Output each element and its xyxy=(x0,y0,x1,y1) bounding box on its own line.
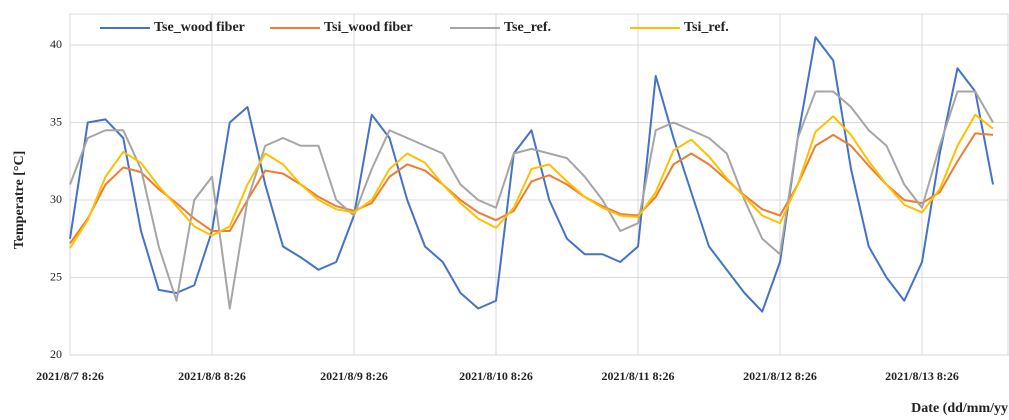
series-line xyxy=(69,113,994,249)
x-tick-label: 2021/8/10 8:26 xyxy=(459,369,533,383)
legend-label: Tsi_wood fiber xyxy=(324,20,413,35)
legend-label: Tsi_ref. xyxy=(684,20,729,35)
y-tick-label: 30 xyxy=(50,192,62,206)
x-tick-label: 2021/8/9 8:26 xyxy=(320,369,388,383)
plot-border xyxy=(69,13,1009,356)
x-tick-label: 2021/8/11 8:26 xyxy=(601,369,674,383)
x-tick-label: 2021/8/12 8:26 xyxy=(743,369,817,383)
y-tick-label: 35 xyxy=(50,114,62,128)
y-tick-label: 40 xyxy=(50,37,62,51)
series-line xyxy=(69,132,994,244)
y-tick-label: 20 xyxy=(50,347,62,361)
y-tick-label: 25 xyxy=(50,269,62,283)
x-tick-label: 2021/8/8 8:26 xyxy=(178,369,246,383)
y-axis-label: Temperatre [°C] xyxy=(12,151,27,250)
legend-label: Tse_ref. xyxy=(504,20,551,35)
x-tick-label: 2021/8/13 8:26 xyxy=(885,369,959,383)
series-line xyxy=(69,36,994,313)
series-line xyxy=(69,90,994,310)
x-tick-label: 2021/8/7 8:26 xyxy=(36,369,104,383)
x-axis-label: Date (dd/mm/yy xyxy=(911,401,1008,416)
legend-label: Tse_wood fiber xyxy=(154,20,245,35)
